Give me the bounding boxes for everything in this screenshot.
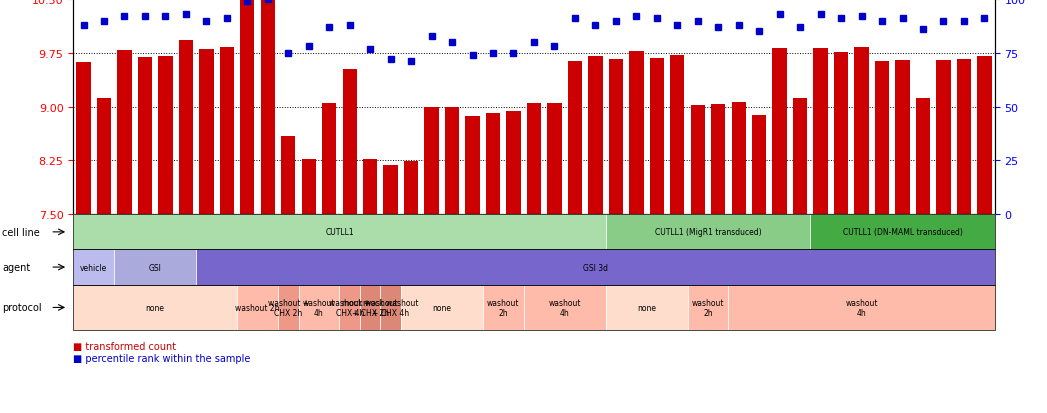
Text: none: none — [146, 303, 164, 312]
Bar — [240, 1, 254, 215]
Text: CUTLL1 (MigR1 transduced): CUTLL1 (MigR1 transduced) — [654, 228, 761, 237]
Bar — [158, 57, 173, 215]
Bar — [588, 57, 603, 215]
Bar — [404, 162, 419, 215]
Bar — [814, 49, 828, 215]
Bar — [567, 62, 582, 215]
Bar — [507, 112, 520, 215]
Text: ■ transformed count: ■ transformed count — [73, 341, 176, 351]
Bar — [773, 49, 787, 215]
Bar — [220, 48, 235, 215]
Text: GSI 3d: GSI 3d — [583, 263, 608, 272]
Text: GSI: GSI — [149, 263, 161, 272]
Bar — [96, 99, 111, 215]
Bar — [76, 63, 91, 215]
Bar — [363, 160, 377, 215]
Bar — [608, 59, 623, 215]
Text: washout
4h: washout 4h — [303, 298, 335, 317]
Text: CUTLL1: CUTLL1 — [326, 228, 354, 237]
Bar — [179, 41, 193, 215]
Bar — [854, 48, 869, 215]
Text: CUTLL1 (DN-MAML transduced): CUTLL1 (DN-MAML transduced) — [843, 228, 962, 237]
Text: washout
2h: washout 2h — [487, 298, 519, 317]
Bar — [752, 115, 766, 215]
Bar — [199, 50, 214, 215]
Bar — [711, 104, 726, 215]
Bar — [302, 160, 316, 215]
Bar — [527, 104, 541, 215]
Bar — [916, 99, 930, 215]
Text: washout +
CHX 2h: washout + CHX 2h — [268, 298, 309, 317]
Bar — [138, 58, 152, 215]
Text: none: none — [637, 303, 656, 312]
Text: washout
2h: washout 2h — [692, 298, 725, 317]
Bar — [322, 104, 336, 215]
Bar — [649, 59, 664, 215]
Bar — [424, 107, 439, 215]
Text: vehicle: vehicle — [81, 263, 108, 272]
Bar — [281, 137, 295, 215]
Text: mock washout
+ CHX 2h: mock washout + CHX 2h — [342, 298, 398, 317]
Text: mock washout
+ CHX 4h: mock washout + CHX 4h — [363, 298, 419, 317]
Bar — [465, 117, 480, 215]
Bar — [895, 61, 910, 215]
Bar — [629, 52, 644, 215]
Text: washout 2h: washout 2h — [236, 303, 280, 312]
Bar — [383, 165, 398, 215]
Text: ■ percentile rank within the sample: ■ percentile rank within the sample — [73, 354, 250, 363]
Bar — [670, 56, 685, 215]
Bar — [977, 57, 992, 215]
Text: washout +
CHX 4h: washout + CHX 4h — [329, 298, 371, 317]
Bar — [793, 99, 807, 215]
Bar — [957, 59, 972, 215]
Bar — [261, 1, 275, 215]
Bar — [732, 103, 745, 215]
Bar — [486, 114, 500, 215]
Bar — [342, 70, 357, 215]
Bar — [548, 104, 561, 215]
Bar — [445, 108, 460, 215]
Text: washout
4h: washout 4h — [845, 298, 877, 317]
Text: washout
4h: washout 4h — [549, 298, 581, 317]
Text: none: none — [432, 303, 451, 312]
Bar — [833, 53, 848, 215]
Text: cell line: cell line — [2, 227, 40, 237]
Text: agent: agent — [2, 262, 30, 273]
Bar — [875, 62, 889, 215]
Bar — [691, 106, 705, 215]
Text: protocol: protocol — [2, 303, 42, 313]
Bar — [936, 61, 951, 215]
Bar — [117, 51, 132, 215]
